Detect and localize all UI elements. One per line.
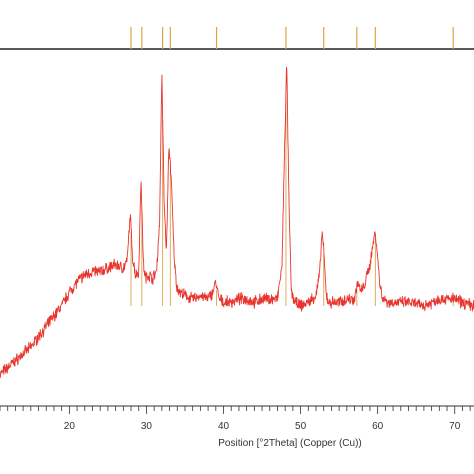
reference-tick-group <box>130 27 454 49</box>
reference-strip <box>0 27 474 50</box>
x-tick-label: 30 <box>141 421 153 432</box>
x-tick-label: 40 <box>218 421 230 432</box>
x-axis: 20 30 40 50 60 70 Position [°2Theta] (Copper … <box>0 405 474 449</box>
reference-drop-lines <box>130 97 454 306</box>
x-tick-label: 20 <box>64 421 76 432</box>
x-tick-label: 60 <box>372 421 384 432</box>
x-axis-title: Position [°2Theta] (Copper (Cu)) <box>218 438 362 449</box>
x-tick-label: 70 <box>449 421 461 432</box>
diffraction-pattern-line <box>0 66 474 378</box>
x-axis-minor-ticks <box>0 406 471 414</box>
x-axis-major-ticks: 20 30 40 50 60 70 <box>64 421 461 432</box>
x-tick-label: 50 <box>295 421 307 432</box>
